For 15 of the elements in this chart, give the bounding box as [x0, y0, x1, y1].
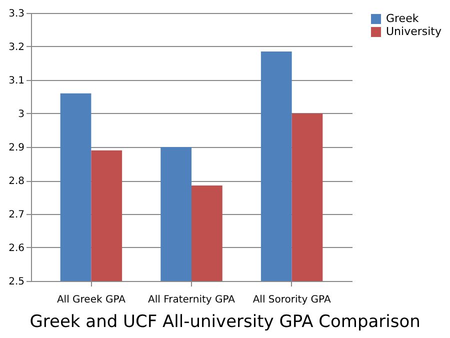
- y-tick-label: 2.8: [8, 176, 24, 187]
- y-tick-label: 2.6: [8, 243, 24, 254]
- text: Greek and UCF All-university GPA Comparison: [30, 312, 420, 332]
- x-tick-label: All Sorority GPA: [252, 294, 331, 306]
- legend-label: University: [386, 25, 442, 38]
- x-tick-label: All Greek GPA: [56, 294, 126, 306]
- y-tick-label: 3.3: [8, 8, 24, 20]
- y-tick-label: 2.5: [8, 276, 24, 288]
- y-tick-label: 2.9: [8, 142, 24, 154]
- y-tick-label: 3.1: [8, 76, 24, 86]
- y-tick-label: 3.2: [8, 42, 24, 53]
- y-tick-label: 2.7: [8, 210, 24, 220]
- legend-label: Greek: [386, 12, 420, 25]
- x-tick-label: All Fraternity GPA: [148, 294, 236, 306]
- y-tick-label: 3: [18, 109, 24, 120]
